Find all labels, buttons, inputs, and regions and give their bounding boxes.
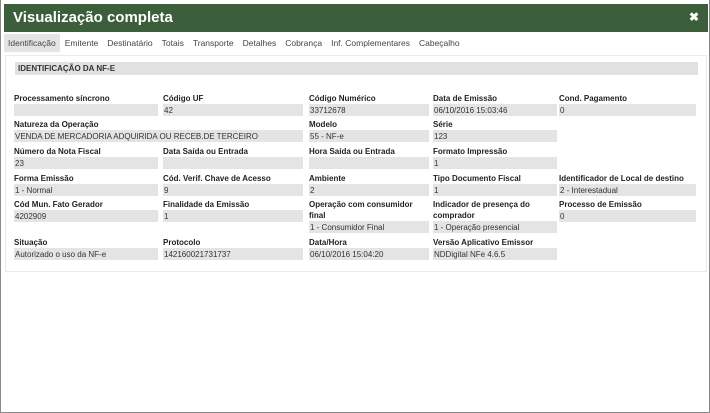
field: Hora Saída ou Entrada (309, 146, 429, 169)
field: Ambiente 2 (309, 173, 429, 196)
field-label: Finalidade da Emissão (163, 200, 250, 209)
field: Versão Aplicativo Emissor NDDigital NFe 4… (433, 237, 557, 260)
field-value: 4202909 (14, 210, 158, 222)
field-value (309, 157, 429, 169)
field-value: 1 (163, 210, 303, 222)
field: Situação Autorizado o uso da NF-e (14, 237, 158, 260)
field-value: 1 (433, 157, 557, 169)
field: Tipo Documento Fiscal 1 (433, 173, 557, 196)
field-label: Protocolo (163, 238, 201, 247)
tab-cobranca[interactable]: Cobrança (285, 38, 323, 48)
field-value: 9 (163, 184, 303, 196)
field-label: Data/Hora (309, 238, 347, 247)
field-value: 1 (433, 184, 557, 196)
field-label: Cód. Verif. Chave de Acesso (163, 174, 271, 183)
dialog-header: Visualização completa ✖ (4, 4, 708, 32)
identification-panel: IDENTIFICAÇÃO DA NF-E (5, 55, 707, 272)
dialog-title: Visualização completa (13, 9, 173, 26)
field-value: 42 (163, 104, 303, 116)
field-value (163, 157, 303, 169)
close-icon[interactable]: ✖ (688, 10, 699, 24)
field-value: 06/10/2016 15:03:46 (433, 104, 557, 116)
field-value: Autorizado o uso da NF-e (14, 248, 158, 260)
field-label: Modelo (309, 120, 337, 129)
field-value: 0 (559, 210, 696, 222)
field-value: 0 (559, 104, 696, 116)
field-value (14, 104, 158, 116)
field: Data Saída ou Entrada (163, 146, 303, 169)
field-label: Identificador de Local de destino (559, 174, 684, 183)
field-label: Situação (14, 238, 48, 247)
field-label: Cond. Pagamento (559, 94, 628, 103)
field-label: Versão Aplicativo Emissor (433, 238, 534, 247)
field-value: 1 - Operação presencial (433, 221, 557, 233)
field-label: Ambiente (309, 174, 346, 183)
field: Forma Emissão 1 - Normal (14, 173, 158, 196)
field: Protocolo 142160021731737 (163, 237, 303, 260)
field: Código UF 42 (163, 93, 303, 116)
field: Modelo 55 - NF-e (309, 119, 429, 142)
field: Série 123 (433, 119, 557, 142)
field: Operação com consumidor final 1 - Consumi… (309, 199, 429, 233)
field-label: Série (433, 120, 453, 129)
section-title: IDENTIFICAÇÃO DA NF-E (15, 62, 698, 75)
field-value: 1 - Consumidor Final (309, 221, 429, 233)
tab-cabecalho[interactable]: Cabeçalho (418, 38, 460, 48)
field: Processamento síncrono (14, 93, 158, 116)
field-value: 23 (14, 157, 158, 169)
field-value: 1 - Normal (14, 184, 158, 196)
field-value: 55 - NF-e (309, 130, 429, 142)
field-label: Processo de Emissão (559, 200, 642, 209)
field-label: Código UF (163, 94, 204, 103)
field-label: Tipo Documento Fiscal (433, 174, 521, 183)
field-label: Indicador de presença do comprador (433, 200, 530, 220)
field: Data/Hora 06/10/2016 15:04:20 (309, 237, 429, 260)
field-value: 142160021731737 (163, 248, 303, 260)
field: Natureza da Operação VENDA DE MERCADORIA … (14, 119, 303, 142)
tab-destinatario[interactable]: Destinatário (107, 38, 153, 48)
field-label: Hora Saída ou Entrada (309, 147, 395, 156)
tab-identificacao[interactable]: Identificação (4, 34, 60, 52)
field-label: Forma Emissão (14, 174, 74, 183)
field-value: 2 (309, 184, 429, 196)
field: Indicador de presença do comprador 1 - Op… (433, 199, 557, 233)
field-value: 33712678 (309, 104, 429, 116)
field: Formato Impressão 1 (433, 146, 557, 169)
tab-emitente[interactable]: Emitente (64, 38, 99, 48)
field-label: Código Numérico (309, 94, 376, 103)
field: Data de Emissão 06/10/2016 15:03:46 (433, 93, 557, 116)
field-value: VENDA DE MERCADORIA ADQUIRIDA OU RECEB.D… (14, 130, 303, 142)
tab-bar: Identificação Emitente Destinatário Tota… (4, 34, 465, 52)
field-label: Cód Mun. Fato Gerador (14, 200, 103, 209)
field: Cód. Verif. Chave de Acesso 9 (163, 173, 303, 196)
field: Cód Mun. Fato Gerador 4202909 (14, 199, 158, 222)
field: Finalidade da Emissão 1 (163, 199, 303, 222)
field-label: Processamento síncrono (14, 94, 110, 103)
field: Identificador de Local de destino 2 - Int… (559, 173, 696, 196)
field: Processo de Emissão 0 (559, 199, 696, 222)
tab-detalhes[interactable]: Detalhes (242, 38, 277, 48)
field-value: 2 - Interestadual (559, 184, 696, 196)
field-label: Número da Nota Fiscal (14, 147, 101, 156)
field-label: Data de Emissão (433, 94, 498, 103)
tab-inf-complementares[interactable]: Inf. Complementares (331, 38, 410, 48)
tab-totais[interactable]: Totais (161, 38, 184, 48)
field-label: Data Saída ou Entrada (163, 147, 248, 156)
field: Código Numérico 33712678 (309, 93, 429, 116)
field-label: Natureza da Operação (14, 120, 99, 129)
field-label: Formato Impressão (433, 147, 508, 156)
field: Cond. Pagamento 0 (559, 93, 696, 116)
field-value: 06/10/2016 15:04:20 (309, 248, 429, 260)
field-value: NDDigital NFe 4.6.5 (433, 248, 557, 260)
field: Número da Nota Fiscal 23 (14, 146, 158, 169)
field-label: Operação com consumidor final (309, 200, 413, 220)
tab-transporte[interactable]: Transporte (192, 38, 234, 48)
field-value: 123 (433, 130, 557, 142)
